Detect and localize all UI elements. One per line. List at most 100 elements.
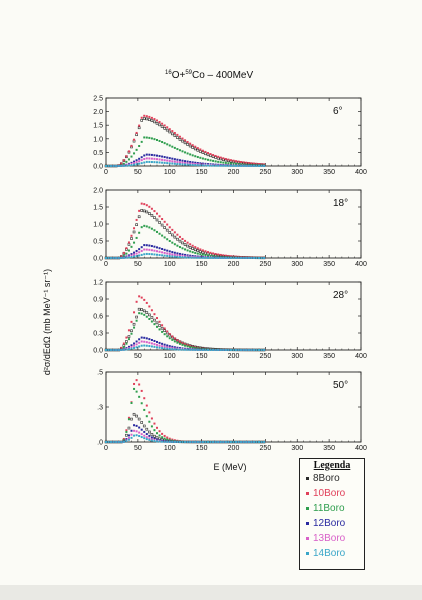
data-point	[138, 345, 141, 348]
data-point	[171, 345, 174, 348]
data-point	[181, 343, 184, 346]
data-point	[130, 254, 133, 257]
data-point	[258, 256, 260, 259]
data-point	[186, 344, 189, 347]
data-point	[150, 316, 154, 319]
data-point	[201, 440, 204, 443]
data-point	[217, 256, 220, 259]
data-point	[166, 346, 169, 349]
data-point	[150, 153, 153, 156]
data-point	[199, 250, 202, 253]
data-point	[178, 138, 182, 141]
data-point	[153, 138, 156, 141]
y-tick-label: 1.5	[93, 205, 103, 212]
y-tick-label: 0.5	[93, 239, 103, 246]
data-point	[252, 441, 255, 443]
data-point	[189, 440, 192, 443]
data-point	[250, 348, 253, 351]
series-10Boro	[105, 379, 266, 443]
data-point	[161, 342, 164, 345]
data-point	[176, 161, 179, 164]
data-point	[161, 141, 164, 144]
data-point	[212, 255, 215, 258]
series-10Boro	[105, 295, 266, 351]
data-point	[194, 346, 197, 349]
data-point	[181, 159, 184, 162]
data-point	[135, 148, 138, 151]
legend-label: 12Boro	[313, 518, 346, 529]
data-point	[242, 441, 245, 443]
x-tick-label: 0	[104, 353, 108, 360]
data-point	[207, 440, 209, 443]
data-point	[127, 436, 130, 439]
data-point	[148, 437, 151, 440]
data-point	[145, 136, 148, 139]
data-point	[194, 164, 197, 167]
data-point	[212, 164, 215, 167]
data-point	[161, 330, 164, 333]
data-point	[140, 344, 143, 347]
data-point	[212, 348, 215, 351]
data-point	[160, 326, 164, 330]
data-point	[145, 415, 148, 418]
data-point	[138, 157, 141, 160]
data-point	[199, 248, 202, 251]
data-point	[171, 130, 174, 133]
data-point	[156, 432, 158, 435]
data-point	[143, 397, 146, 400]
data-point	[176, 244, 179, 247]
data-point	[229, 162, 232, 165]
data-point	[122, 437, 125, 440]
data-point	[235, 441, 238, 443]
data-point	[165, 128, 169, 132]
data-point	[199, 440, 202, 443]
y-tick-label: 0.5	[93, 150, 103, 157]
data-point	[148, 317, 151, 320]
data-point	[204, 251, 207, 255]
data-point	[260, 163, 263, 166]
data-point	[181, 137, 184, 140]
data-point	[252, 164, 255, 167]
x-tick-label: 250	[260, 261, 272, 268]
data-point	[143, 114, 146, 117]
x-tick-label: 350	[323, 169, 335, 176]
data-point	[181, 241, 184, 245]
data-point	[163, 142, 166, 145]
data-point	[235, 160, 238, 163]
data-point	[206, 153, 210, 157]
data-point	[140, 336, 143, 339]
data-point	[158, 440, 161, 443]
data-point	[173, 235, 177, 239]
data-point	[227, 254, 230, 257]
data-point	[214, 256, 217, 259]
data-point	[227, 158, 230, 161]
data-point	[156, 343, 158, 346]
data-point	[133, 434, 136, 437]
data-point	[160, 125, 164, 128]
data-point	[189, 348, 192, 351]
data-point	[155, 121, 159, 125]
data-point	[163, 343, 166, 346]
data-point	[161, 436, 164, 439]
data-point	[150, 249, 153, 252]
data-point	[214, 154, 217, 157]
data-point	[115, 257, 118, 259]
data-point	[161, 158, 164, 161]
legend-marker	[306, 507, 309, 510]
data-point	[130, 433, 133, 436]
data-point	[125, 342, 128, 345]
legend-marker	[306, 477, 309, 480]
data-point	[140, 156, 143, 159]
data-point	[176, 233, 179, 236]
data-point	[135, 300, 138, 303]
data-point	[150, 227, 153, 230]
x-tick-label: 200	[228, 445, 240, 452]
data-point	[133, 311, 136, 314]
data-point	[176, 136, 179, 139]
data-point	[258, 163, 260, 166]
legend-item: 12Boro	[300, 516, 364, 531]
data-point	[122, 162, 125, 165]
series-8Boro	[104, 209, 266, 260]
data-point	[173, 243, 176, 246]
data-point	[156, 325, 158, 328]
